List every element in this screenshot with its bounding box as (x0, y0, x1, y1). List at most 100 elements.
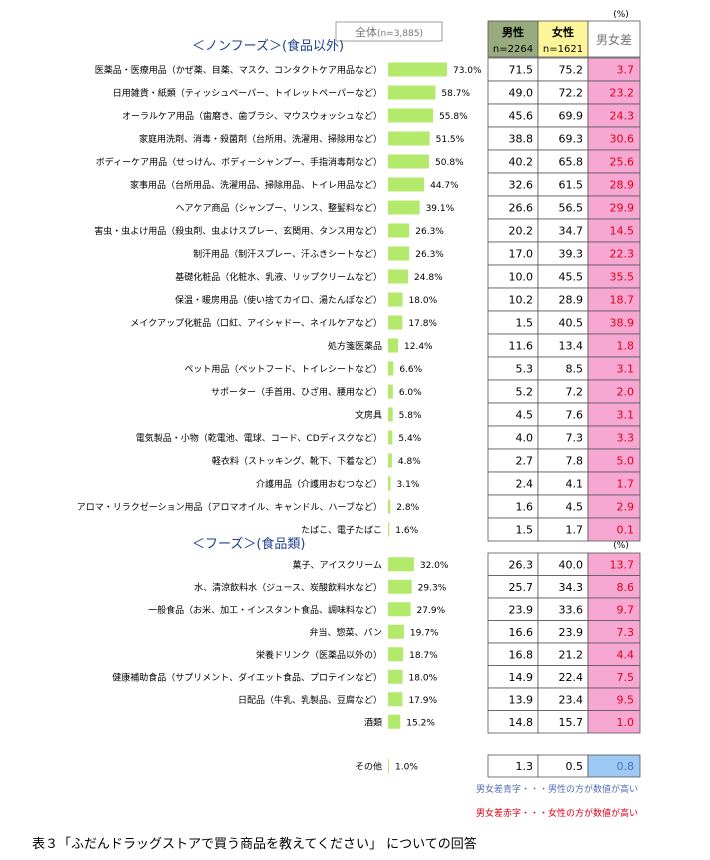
diff-value: 3.3 (617, 432, 635, 445)
category-label: 栄養ドリンク（医薬品以外の） (256, 649, 382, 661)
male-value: 45.6 (509, 110, 534, 123)
category-label: 水、清涼飲料水（ジュース、炭酸飲料水など） (194, 581, 382, 593)
male-value: 16.6 (509, 626, 534, 639)
male-value: 17.0 (509, 248, 534, 261)
male-value: 26.6 (509, 202, 534, 215)
total-bar (388, 647, 404, 662)
category-label: オーラルケア用品（歯磨き、歯ブラシ、マウスウォッシュなど） (122, 110, 382, 122)
male-value: 23.9 (509, 603, 534, 616)
male-value: 40.2 (509, 156, 534, 169)
diff-value: 4.4 (617, 648, 635, 661)
total-value-label: 26.3% (415, 227, 444, 237)
total-header-label: 全体 (355, 25, 377, 39)
total-bar (388, 246, 410, 261)
total-bar (388, 131, 430, 146)
total-bar (388, 692, 403, 707)
total-bar (388, 62, 447, 77)
diff-value: 3.1 (617, 363, 635, 376)
total-bar (388, 430, 393, 445)
female-value: 7.6 (566, 409, 584, 422)
total-bar (388, 624, 404, 639)
total-bar (388, 154, 430, 169)
female-value: 40.0 (559, 558, 584, 571)
male-value: 5.3 (516, 363, 534, 376)
female-value: 40.5 (559, 317, 584, 330)
male-value: 71.5 (509, 64, 534, 77)
male-value: 10.0 (509, 271, 534, 284)
female-value: 0.5 (566, 760, 584, 773)
total-bar (388, 361, 394, 376)
total-bar (388, 522, 390, 537)
category-label: 日用雑貨・紙類（ティッシュペーパー、トイレットペーパーなど） (113, 87, 382, 99)
total-bar (388, 714, 401, 729)
female-value: 28.9 (559, 294, 584, 307)
female-header-label: 女性 (552, 25, 574, 39)
total-bar (388, 292, 403, 307)
category-label: 害虫・虫よけ用品（殺虫剤、虫よけスプレー、玄関用、タンス用など） (94, 225, 382, 237)
female-value: 23.9 (559, 626, 584, 639)
male-value: 13.9 (509, 693, 534, 706)
total-value-label: 27.9% (417, 606, 446, 616)
diff-value: 8.6 (617, 581, 635, 594)
category-label: 健康補助食品（サプリメント、ダイエット食品、プロテインなど） (112, 671, 382, 683)
total-value-label: 44.7% (430, 181, 459, 191)
male-value: 32.6 (509, 179, 534, 192)
female-value: 33.6 (559, 603, 584, 616)
diff-value: 14.5 (610, 225, 635, 238)
total-value-label: 32.0% (420, 561, 449, 571)
category-label: 日配品（牛乳、乳製品、豆腐など） (238, 694, 382, 706)
diff-cell (587, 754, 641, 778)
total-bar (388, 407, 393, 422)
total-bar (388, 557, 414, 572)
legend-red-note: 男女差赤字・・・女性の方が数値が高い (476, 807, 638, 819)
male-value: 2.7 (516, 455, 534, 468)
total-bar (388, 499, 391, 514)
figure-caption: 表３「ふだんドラッグストアで買う商品を教えてください」 についての回答 (32, 836, 477, 852)
section-title-foods: ＜フーズ＞(食品類) (192, 536, 306, 552)
total-value-label: 6.6% (399, 365, 422, 375)
category-label: その他 (355, 761, 382, 773)
category-label: 基礎化粧品（化粧水、乳液、リップクリームなど） (175, 271, 382, 283)
male-value: 14.8 (509, 716, 534, 729)
diff-value: 0.8 (617, 760, 635, 773)
category-label: 一般食品（お米、加工・インスタント食品、調味料など） (148, 604, 382, 616)
diff-value: 35.5 (610, 271, 635, 284)
female-value: 72.2 (559, 87, 584, 100)
total-value-label: 5.4% (398, 434, 421, 444)
total-value-label: 26.3% (415, 250, 444, 260)
female-value: 65.8 (559, 156, 584, 169)
category-label: 電気製品・小物（乾電池、電球、コード、CDディスクなど） (136, 432, 382, 444)
male-header: 男性 n=2264 (487, 20, 539, 58)
male-header-label: 男性 (502, 25, 524, 39)
legend-blue-note: 男女差青字・・・男性の方が数値が高い (476, 783, 638, 795)
female-value: 22.4 (559, 671, 584, 684)
category-label: メイクアップ化粧品（口紅、アイシャドー、ネイルケアなど） (130, 317, 382, 329)
male-value: 1.5 (516, 317, 534, 330)
male-value: 10.2 (509, 294, 534, 307)
category-label: 酒類 (364, 717, 382, 728)
diff-header-label: 男女差 (596, 32, 632, 47)
female-value: 7.3 (566, 432, 584, 445)
total-bar (388, 669, 403, 684)
female-value: 39.3 (559, 248, 584, 261)
total-value-label: 18.7% (409, 651, 438, 661)
total-value-label: 1.0% (395, 763, 418, 773)
diff-value: 7.3 (617, 626, 635, 639)
total-value-label: 51.5% (436, 135, 465, 145)
female-value: 34.7 (559, 225, 584, 238)
male-value: 14.9 (509, 671, 534, 684)
diff-value: 22.3 (610, 248, 635, 261)
total-bar (388, 85, 436, 100)
female-value: 61.5 (559, 179, 584, 192)
male-value: 1.5 (516, 524, 534, 537)
category-label: ボディーケア用品（せっけん、ボディーシャンプー、手指消毒剤など） (96, 156, 382, 168)
total-value-label: 3.1% (397, 480, 420, 490)
diff-value: 18.7 (610, 294, 635, 307)
female-value: 69.9 (559, 110, 584, 123)
total-bar (388, 476, 391, 491)
total-value-label: 29.3% (418, 583, 447, 593)
diff-header: 男女差 (587, 20, 641, 58)
chart-rows: ＜ノンフーズ＞(食品以外) 医薬品・医療用品（かぜ薬、目薬、マスク、コンタクトケア… (77, 38, 641, 778)
total-value-label: 17.9% (408, 696, 437, 706)
category-label: アロマ・リラクゼーション用品（アロマオイル、キャンドル、ハーブなど） (77, 501, 382, 513)
